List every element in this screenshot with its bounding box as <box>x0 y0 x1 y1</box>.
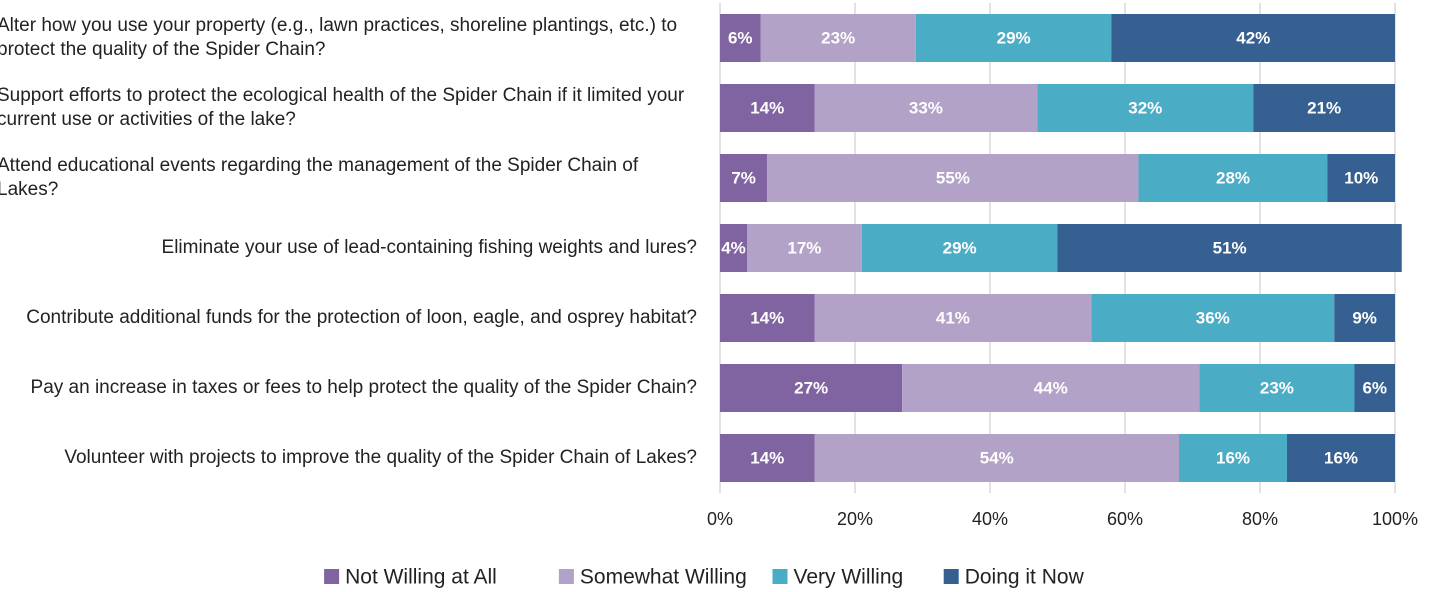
legend-label: Not Willing at All <box>345 566 497 589</box>
legend-label: Doing it Now <box>965 566 1085 589</box>
data-label: 36% <box>1196 308 1230 327</box>
data-label: 33% <box>909 98 943 117</box>
legend-swatch <box>324 569 340 584</box>
legend-swatch <box>772 569 788 584</box>
data-label: 41% <box>936 308 970 327</box>
bar-segment <box>1057 224 1402 272</box>
category-label: Alter how you use your property (e.g., l… <box>0 15 678 60</box>
bar-segment <box>1138 154 1328 202</box>
bar-segment <box>861 224 1058 272</box>
bar-segment <box>902 364 1200 412</box>
bar-segment <box>1179 434 1287 482</box>
data-label: 29% <box>943 238 977 257</box>
data-label: 29% <box>997 28 1031 47</box>
bar-segment <box>760 14 916 62</box>
bar-segment <box>1334 294 1395 342</box>
data-label: 32% <box>1128 98 1162 117</box>
bar-segment <box>1199 364 1355 412</box>
data-label: 6% <box>728 28 753 47</box>
bar-segment <box>1111 14 1395 62</box>
data-label: 51% <box>1213 238 1247 257</box>
legend-label: Very Willing <box>794 566 904 589</box>
data-label: 27% <box>794 378 828 397</box>
data-label: 14% <box>750 98 784 117</box>
data-label: 55% <box>936 168 970 187</box>
data-label: 6% <box>1362 378 1387 397</box>
bar-segment <box>720 364 903 412</box>
bar-segment <box>720 84 815 132</box>
bar-segment <box>720 434 815 482</box>
data-label: 23% <box>1260 378 1294 397</box>
bar-segment <box>1037 84 1254 132</box>
bar-segment <box>814 434 1179 482</box>
bar-segment <box>1287 434 1395 482</box>
data-label: 42% <box>1236 28 1270 47</box>
data-label: 4% <box>721 238 746 257</box>
data-label: 7% <box>731 168 756 187</box>
legend-label: Somewhat Willing <box>580 566 747 589</box>
x-tick-label: 20% <box>837 509 873 529</box>
category-label: Contribute additional funds for the prot… <box>26 307 697 328</box>
category-label-box: Alter how you use your property (e.g., l… <box>0 8 697 68</box>
category-label: Support efforts to protect the ecologica… <box>0 85 685 130</box>
data-label: 17% <box>787 238 821 257</box>
category-label-box: Support efforts to protect the ecologica… <box>0 78 697 138</box>
data-label: 28% <box>1216 168 1250 187</box>
bar-segment <box>1253 84 1395 132</box>
bar-segment <box>720 14 761 62</box>
bar-segment <box>767 154 1139 202</box>
bar-segment <box>814 294 1092 342</box>
bar-segment <box>814 84 1038 132</box>
category-label-box: Contribute additional funds for the prot… <box>0 288 697 348</box>
category-label-box: Pay an increase in taxes or fees to help… <box>0 358 697 418</box>
bar-segment <box>747 224 862 272</box>
data-label: 54% <box>980 448 1014 467</box>
x-tick-label: 100% <box>1372 509 1418 529</box>
x-tick-label: 40% <box>972 509 1008 529</box>
category-label-box: Eliminate your use of lead-containing fi… <box>0 218 697 278</box>
category-label-box: Volunteer with projects to improve the q… <box>0 428 697 488</box>
data-label: 44% <box>1034 378 1068 397</box>
data-label: 14% <box>750 308 784 327</box>
data-label: 14% <box>750 448 784 467</box>
category-label: Pay an increase in taxes or fees to help… <box>30 377 697 398</box>
bar-segment <box>1091 294 1335 342</box>
category-label: Attend educational events regarding the … <box>0 155 639 200</box>
x-tick-label: 60% <box>1107 509 1143 529</box>
bar-segment <box>720 154 768 202</box>
category-label: Eliminate your use of lead-containing fi… <box>161 237 697 258</box>
legend-swatch <box>558 569 574 584</box>
bar-segment <box>1354 364 1395 412</box>
data-label: 16% <box>1216 448 1250 467</box>
category-label: Volunteer with projects to improve the q… <box>64 447 697 468</box>
data-label: 21% <box>1307 98 1341 117</box>
bar-segment <box>1327 154 1395 202</box>
data-label: 23% <box>821 28 855 47</box>
bar-segment <box>915 14 1112 62</box>
legend-swatch <box>943 569 959 584</box>
bar-segment <box>720 294 815 342</box>
bar-segment <box>720 224 747 272</box>
data-label: 16% <box>1324 448 1358 467</box>
x-tick-label: 0% <box>707 509 733 529</box>
category-label-box: Attend educational events regarding the … <box>0 148 697 208</box>
data-label: 9% <box>1352 308 1377 327</box>
x-tick-label: 80% <box>1242 509 1278 529</box>
data-label: 10% <box>1344 168 1378 187</box>
